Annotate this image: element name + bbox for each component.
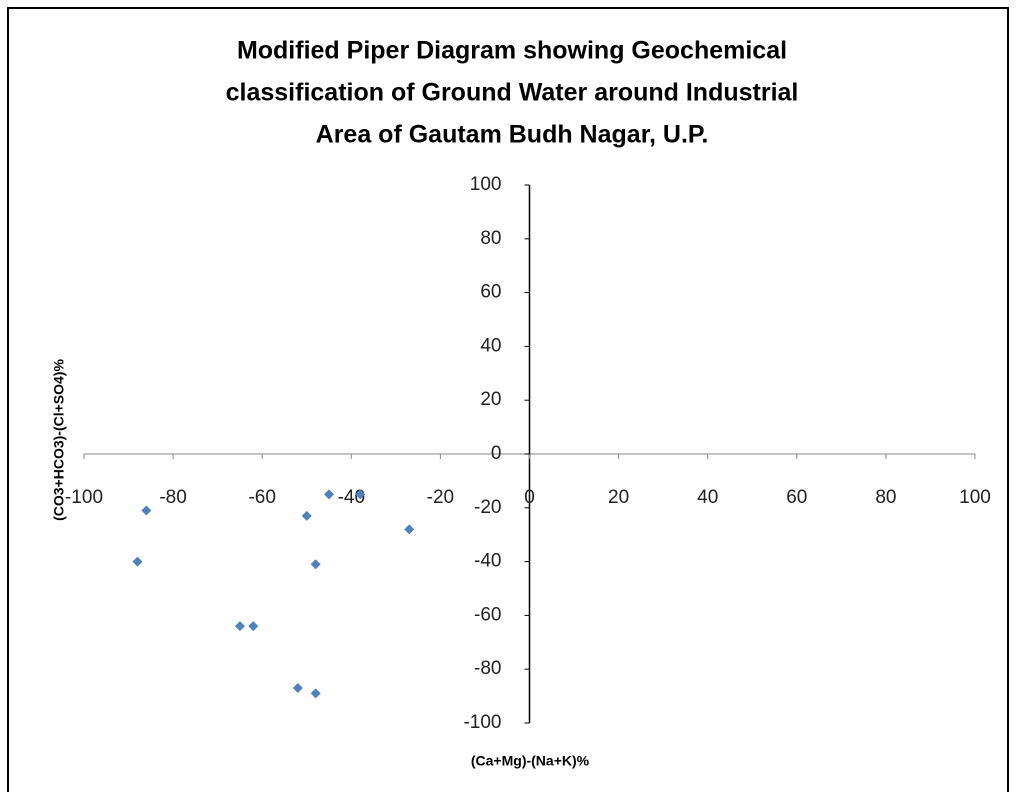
y-tick-label: -40	[474, 551, 501, 572]
point	[248, 621, 259, 632]
x-tick-label: 20	[608, 487, 629, 508]
x-tick-label: 60	[786, 487, 807, 508]
chart-title: Modified Piper Diagram showing Geochemic…	[237, 37, 787, 65]
y-axis-label: (CO3+HCO3)-(Cl+SO4)%	[51, 359, 67, 521]
y-tick-label: 40	[480, 335, 501, 356]
y-tick-label: 60	[480, 282, 501, 303]
chart-title: Area of Gautam Budh Nagar, U.P.	[316, 121, 709, 149]
point	[404, 524, 415, 535]
y-tick-label: -20	[474, 497, 501, 518]
point	[292, 683, 303, 694]
point	[310, 559, 321, 570]
point	[355, 489, 366, 500]
y-tick-label: -100	[463, 712, 501, 733]
x-tick-label: -80	[159, 487, 186, 508]
x-axis-label: (Ca+Mg)-(Na+K)%	[471, 753, 590, 769]
x-tick-label: 0	[524, 487, 535, 508]
y-tick-label: 100	[470, 174, 502, 195]
y-tick-label: -80	[474, 658, 501, 679]
point	[234, 621, 245, 632]
y-tick-label: 0	[491, 443, 502, 464]
point	[324, 489, 335, 500]
point	[141, 505, 152, 516]
point	[132, 556, 143, 567]
x-tick-label: -20	[427, 487, 454, 508]
frame	[7, 7, 1009, 792]
chart-title: classification of Ground Water around In…	[226, 79, 799, 107]
x-tick-label: 40	[697, 487, 718, 508]
point	[310, 688, 321, 699]
point	[301, 510, 312, 521]
y-tick-label: 80	[480, 228, 501, 249]
y-tick-label: -60	[474, 604, 501, 625]
x-tick-label: -100	[65, 487, 103, 508]
x-tick-label: -60	[248, 487, 275, 508]
y-tick-label: 20	[480, 389, 501, 410]
x-tick-label: 100	[959, 487, 991, 508]
x-tick-label: 80	[875, 487, 896, 508]
